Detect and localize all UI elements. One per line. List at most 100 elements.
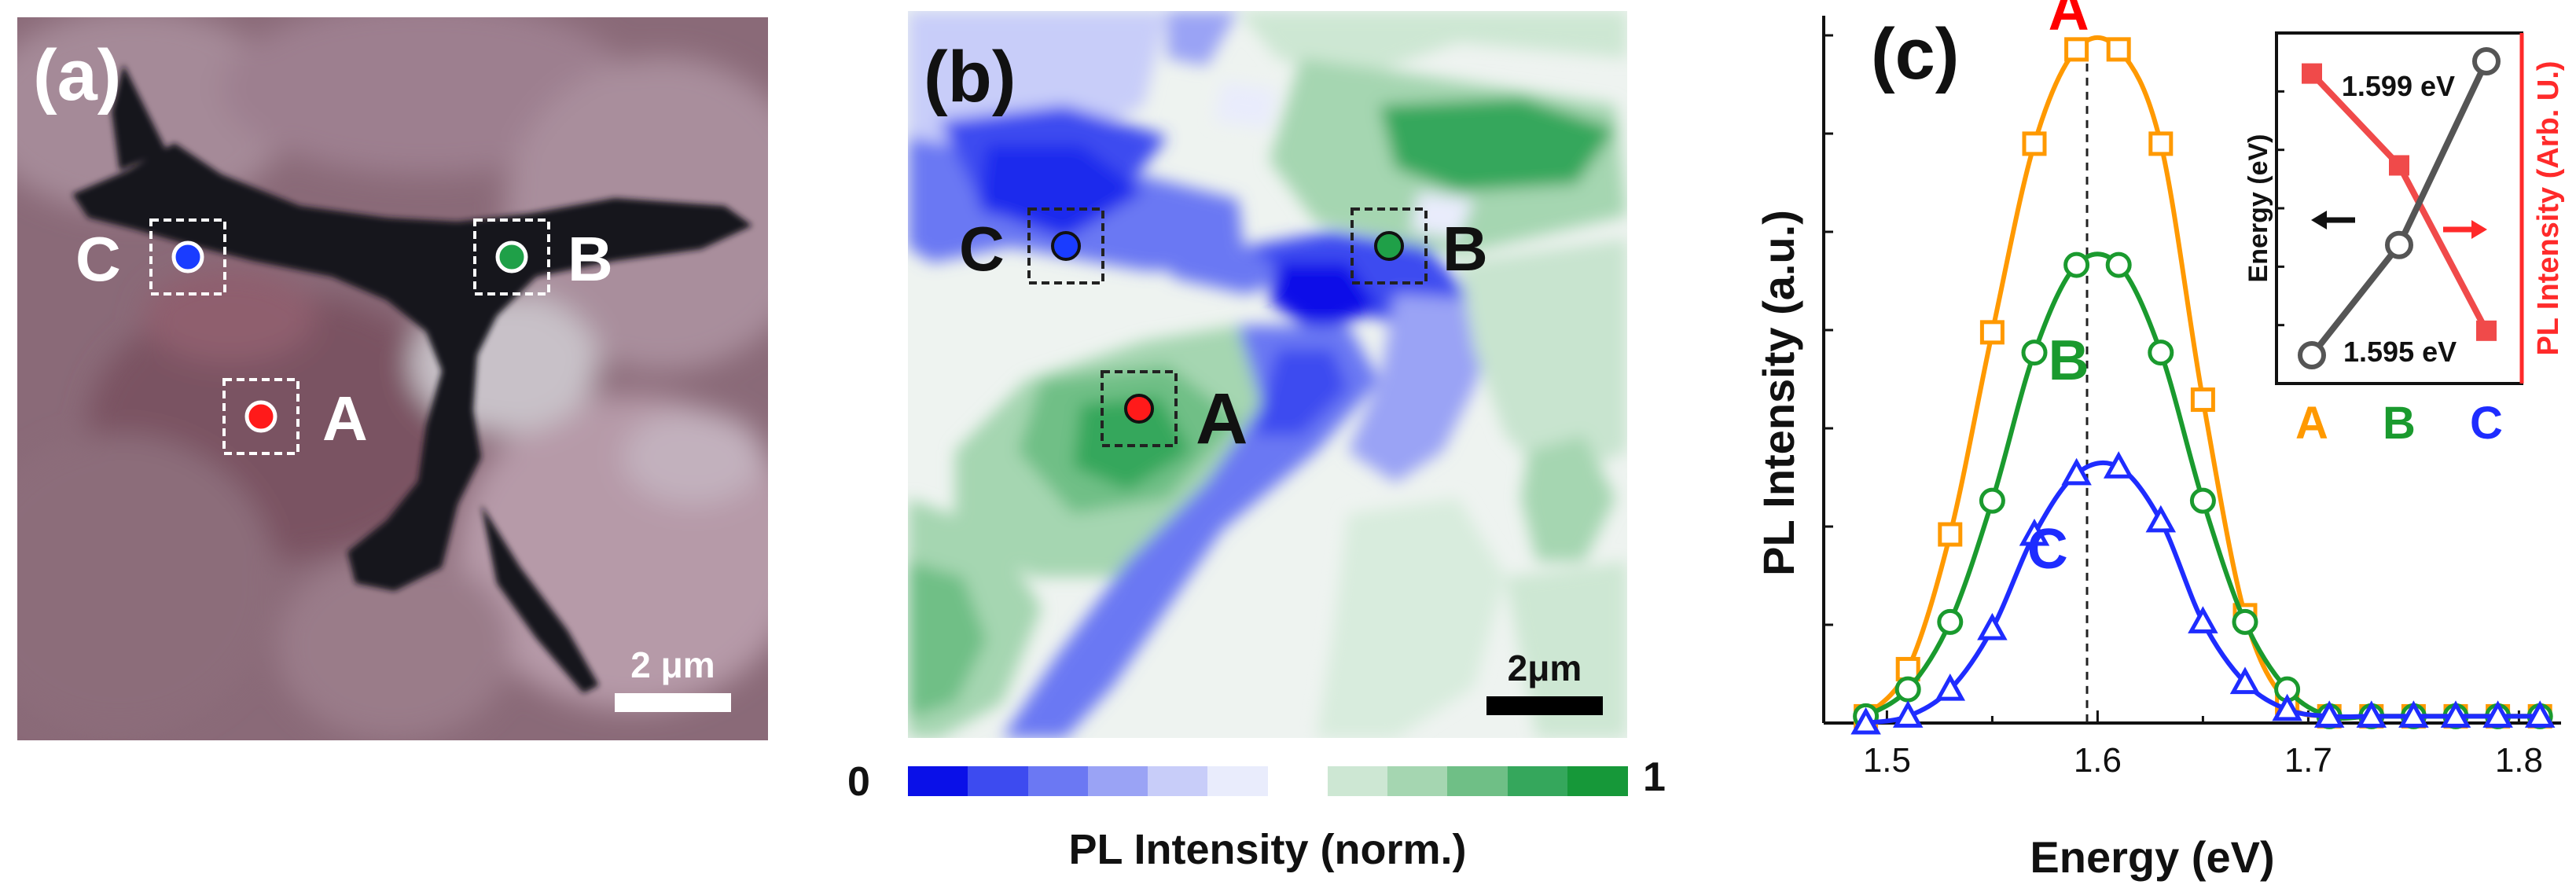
inset-energy-point: [2385, 230, 2413, 259]
point-b-marker-a: [473, 218, 550, 295]
panel-label-a: (a): [33, 35, 121, 116]
data-point-c: [2398, 700, 2429, 728]
data-point-c: [2145, 505, 2177, 533]
inset-annotation-max: 1.599 eV: [2342, 70, 2455, 102]
x-tick-label: 1.5: [1863, 741, 1911, 780]
data-point-b: [1979, 487, 2005, 514]
data-point-b: [2189, 487, 2216, 514]
x-tick-label: 1.6: [2074, 741, 2122, 780]
x-tick-label: 1.8: [2495, 741, 2543, 780]
inset-pl-point: [2302, 63, 2322, 84]
colorbar-cell: [1087, 766, 1148, 796]
colorbar-cell: [1567, 766, 1628, 796]
point-label-c-a: C: [75, 224, 121, 294]
data-point-b: [1894, 676, 1921, 703]
main-plot-axes: 1.5 1.6 1.7 1.8: [1822, 16, 2561, 780]
data-point-b: [2021, 340, 2048, 366]
colorbar-cell: [1447, 766, 1508, 796]
series-label-b: B: [2049, 329, 2089, 392]
point-a-marker-b: [1101, 370, 1178, 447]
point-b-marker-b: [1350, 207, 1428, 284]
data-point-c: [2061, 457, 2092, 486]
data-point-a: [2148, 131, 2174, 156]
data-point-a: [2064, 37, 2089, 62]
inset-energy-point: [2298, 341, 2326, 369]
colorbar-min-label: 0: [847, 759, 870, 805]
colorbar-cell: [1387, 766, 1448, 796]
point-label-a-a: A: [322, 384, 368, 453]
colorbar-cell: [908, 766, 968, 796]
scale-bar-a: [615, 693, 731, 712]
data-point-a: [2190, 387, 2215, 413]
colorbar-title: PL Intensity (norm.): [1068, 826, 1467, 873]
series-label-a: A: [2049, 0, 2089, 42]
pl-spectra-chart: 1.5 1.6 1.7 1.8 A B C A B C 1.599 eV 1.595 eV Ener…: [1754, 0, 2565, 882]
data-point-c: [2019, 518, 2050, 546]
data-point-a: [2022, 131, 2047, 156]
panel-label-b: (b): [924, 37, 1016, 117]
scale-bar-label-a: 2 μm: [630, 644, 715, 685]
colorbar-cell: [1148, 766, 1208, 796]
colorbar-cell: [968, 766, 1028, 796]
inset-category-label: C: [2470, 398, 2503, 449]
data-point-b: [2232, 608, 2258, 635]
inset-category-label: B: [2383, 398, 2416, 449]
data-point-c: [2524, 700, 2556, 728]
colorbar-cell: [1027, 766, 1089, 796]
data-point-c: [2229, 666, 2261, 695]
data-point-c: [1977, 612, 2008, 641]
point-c-marker-b: [1027, 207, 1104, 284]
point-label-b-b: B: [1442, 214, 1488, 284]
point-label-a-b: A: [1196, 379, 1248, 459]
data-point-a: [2106, 37, 2131, 62]
data-point-b: [2148, 340, 2174, 366]
panel-label-c: (c): [1871, 14, 1959, 94]
data-point-c: [2103, 451, 2134, 479]
inset-chart: A B C 1.599 eV 1.595 eV Energy (eV) PL Intensi…: [2243, 31, 2565, 449]
inset-pl-point: [2389, 155, 2409, 176]
point-label-b-a: B: [568, 224, 613, 294]
inset-pl-point: [2476, 320, 2497, 341]
optical-micrograph-panel: 2 μm (a) C B A: [17, 17, 768, 740]
colorbar-max-label: 1: [1643, 754, 1666, 800]
data-point-a: [1895, 656, 1920, 681]
point-c-marker-a: [149, 218, 226, 295]
data-point-c: [2188, 606, 2218, 633]
data-point-a: [1979, 320, 2005, 345]
colorbar-cell: [1507, 766, 1568, 796]
data-point-b: [2105, 251, 2132, 278]
inset-right-arrowhead: [2471, 220, 2487, 239]
point-a-marker-a: [222, 378, 299, 455]
scale-bar-label-b: 2μm: [1508, 648, 1582, 688]
colorbar-cell: [1327, 766, 1388, 796]
colorbar: 0 1 PL Intensity (norm.): [837, 751, 1710, 892]
y-axis-title: PL Intensity (a.u.): [1754, 210, 1803, 576]
inset-y-left-title: Energy (eV): [2243, 134, 2273, 283]
data-point-c: [2272, 693, 2302, 721]
data-point-c: [2440, 700, 2471, 728]
point-label-c-b: C: [959, 214, 1005, 284]
pl-intensity-map-panel: 2μm (b) C B A: [908, 11, 1627, 738]
inset-left-arrowhead: [2311, 211, 2327, 229]
optical-micrograph-image: 2 μm (a) C B A: [17, 17, 768, 740]
main-plot-series: A B C: [1850, 0, 2556, 735]
data-point-b: [1937, 608, 1964, 635]
x-tick-label: 1.7: [2284, 741, 2332, 780]
inset-energy-point: [2472, 47, 2501, 75]
data-point-c: [2482, 700, 2513, 728]
data-point-b: [2063, 251, 2090, 278]
x-axis-title: Energy (eV): [2030, 832, 2274, 882]
data-point-c: [1935, 673, 1966, 701]
pl-intensity-map-image: 2μm (b) C B A: [908, 11, 1627, 738]
series-label-c: C: [2027, 518, 2068, 581]
data-point-c: [2356, 700, 2387, 728]
colorbar-cell: [1207, 766, 1268, 796]
data-point-c: [2313, 700, 2345, 728]
inset-category-label: A: [2295, 398, 2328, 449]
data-point-c: [1892, 700, 1924, 728]
colorbar-gradient: [908, 766, 1628, 796]
scale-bar-b: [1486, 696, 1603, 715]
data-point-a: [1938, 522, 1963, 547]
colorbar-cell: [1267, 766, 1328, 796]
data-point-c: [1850, 707, 1881, 735]
